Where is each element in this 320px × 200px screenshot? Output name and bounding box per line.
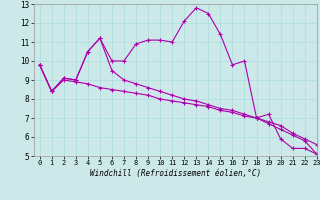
X-axis label: Windchill (Refroidissement éolien,°C): Windchill (Refroidissement éolien,°C): [90, 169, 261, 178]
